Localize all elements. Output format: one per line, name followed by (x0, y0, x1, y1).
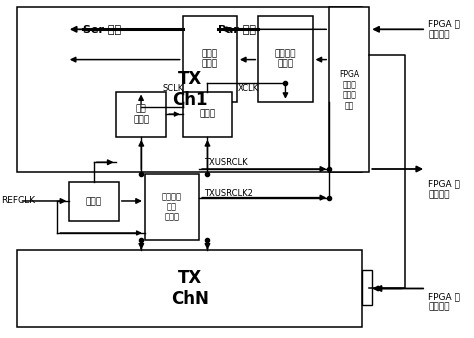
FancyBboxPatch shape (182, 16, 237, 102)
FancyBboxPatch shape (17, 250, 362, 327)
Text: 混合模式
时钟
管理器: 混合模式 时钟 管理器 (162, 192, 182, 222)
FancyBboxPatch shape (117, 92, 166, 137)
Text: FPGA 的
输入数据: FPGA 的 输入数据 (428, 292, 460, 312)
Text: TXUSRCLK2: TXUSRCLK2 (204, 189, 253, 198)
Text: TX
Ch1: TX Ch1 (172, 71, 208, 109)
Text: 分频器: 分频器 (200, 110, 216, 119)
Text: 锁相环: 锁相环 (86, 197, 102, 206)
FancyBboxPatch shape (145, 174, 199, 240)
Text: SCLK: SCLK (163, 84, 184, 93)
Text: Par 数据: Par 数据 (218, 24, 256, 34)
FancyBboxPatch shape (182, 92, 232, 137)
FancyBboxPatch shape (362, 270, 372, 305)
Text: 并串转
换模块: 并串转 换模块 (202, 49, 218, 69)
Text: TXUSRCLK: TXUSRCLK (204, 158, 247, 167)
Text: FPGA 的
输入数据: FPGA 的 输入数据 (428, 20, 460, 39)
Text: 相位
内插器: 相位 内插器 (133, 104, 149, 124)
Text: FPGA
和串行
收发器
接口: FPGA 和串行 收发器 接口 (339, 70, 359, 110)
FancyBboxPatch shape (17, 7, 362, 172)
FancyBboxPatch shape (329, 7, 369, 172)
Text: XCLK: XCLK (238, 84, 259, 93)
FancyBboxPatch shape (69, 183, 119, 221)
Text: Ser 数据: Ser 数据 (83, 24, 121, 34)
Text: 先进先出
存储器: 先进先出 存储器 (275, 49, 296, 69)
Text: TX
ChN: TX ChN (171, 269, 209, 308)
FancyBboxPatch shape (258, 16, 313, 102)
Text: FPGA 内
部的逻辑: FPGA 内 部的逻辑 (428, 179, 460, 199)
Text: REFCLK: REFCLK (0, 196, 35, 206)
